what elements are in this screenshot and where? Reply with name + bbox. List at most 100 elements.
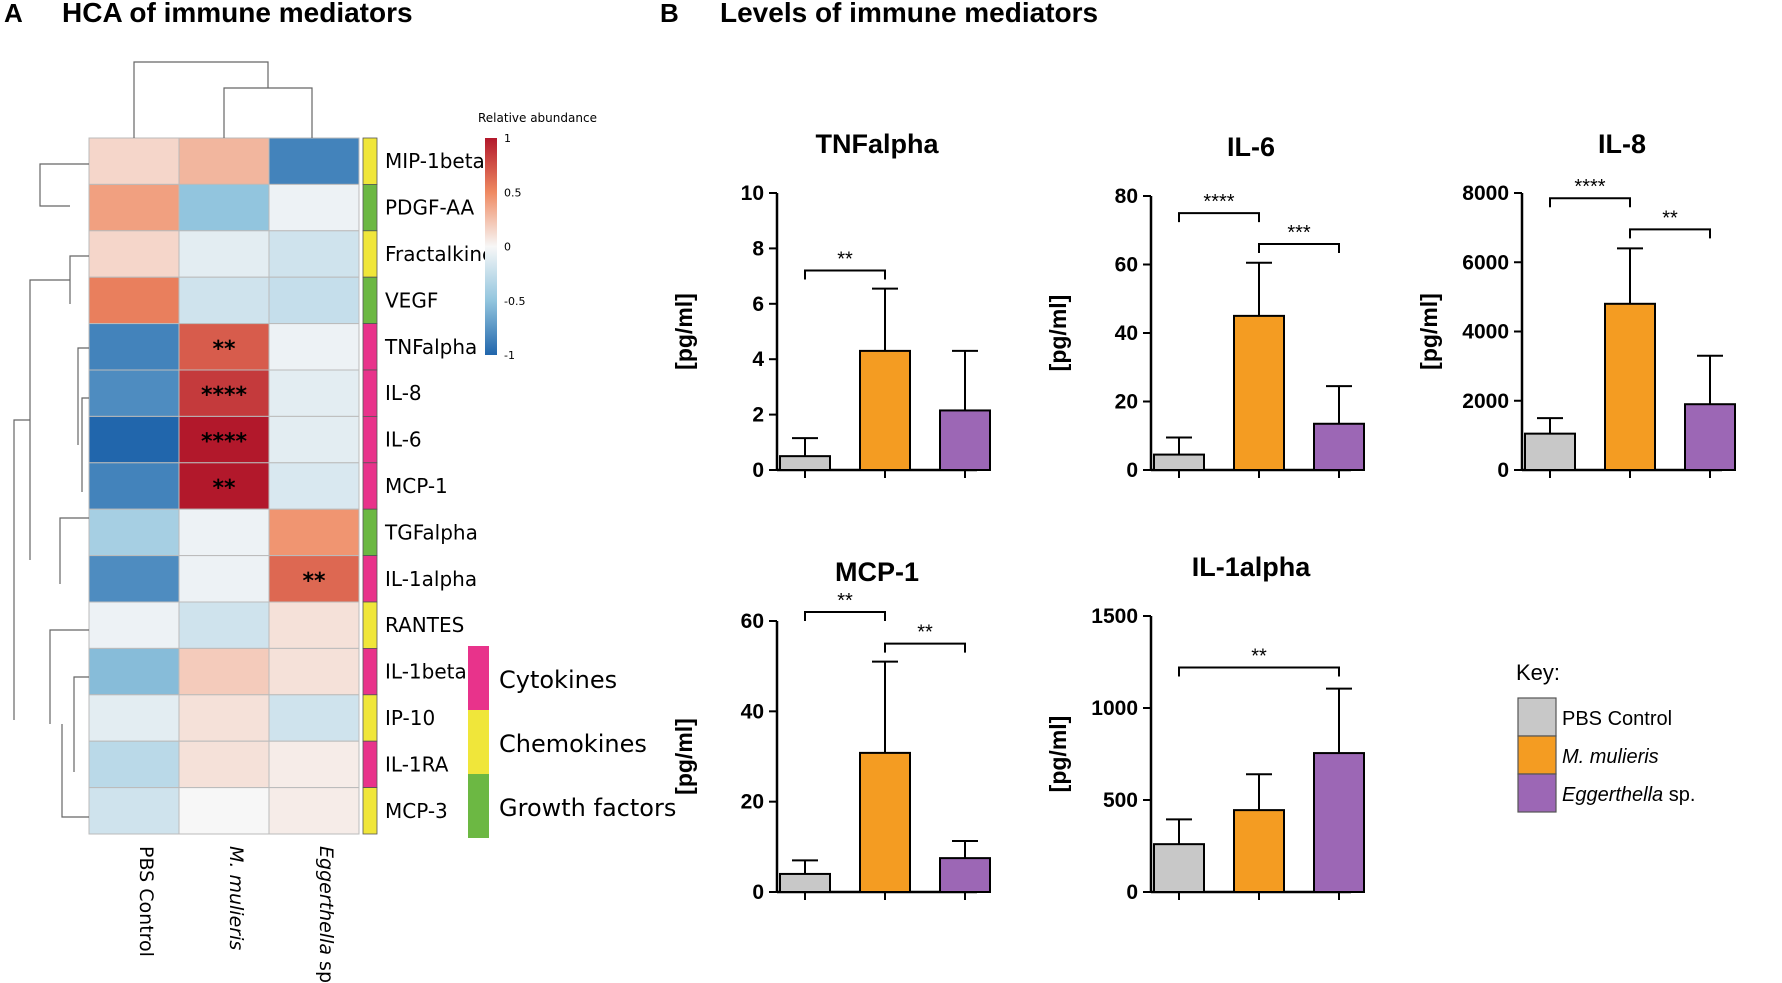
y-tick-label: 4: [752, 348, 764, 371]
heatmap-cell: [88, 369, 180, 417]
heatmap-cell: [178, 740, 270, 789]
heatmap-cell: [268, 183, 360, 232]
category-legend: Cytokines Chemokines Growth factors: [468, 646, 676, 838]
y-tick-label: 6: [752, 293, 764, 316]
y-tick-label: 10: [741, 182, 764, 205]
heatmap-cell: [268, 601, 360, 649]
y-tick-label: 0: [1126, 881, 1138, 904]
category-swatch: [468, 774, 489, 838]
panel-a-title: HCA of immune mediators: [62, 0, 413, 28]
bar-chart-title: IL-1alpha: [1192, 552, 1312, 582]
bar: [1153, 453, 1205, 471]
significance-bracket: [1629, 228, 1711, 239]
heatmap-cell: [268, 740, 360, 789]
bar: [939, 857, 991, 893]
significance-label: **: [1662, 207, 1678, 229]
significance-bracket: [804, 610, 886, 621]
heatmap-cell: [178, 230, 270, 278]
heatmap-cell: [88, 415, 180, 464]
bar-chart-title: TNFalpha: [815, 129, 939, 159]
heatmap-row-label: IL-6: [385, 428, 422, 452]
significance-label: **: [917, 622, 933, 644]
heatmap-cell: [88, 555, 180, 603]
significance-bracket: [1178, 666, 1340, 677]
heatmap-cell: [178, 694, 270, 742]
heatmap-cell: [88, 740, 180, 789]
row-category-strip: [362, 555, 378, 603]
heatmap-cell: [268, 137, 360, 185]
y-tick-label: 60: [741, 610, 764, 633]
significance-bracket: [884, 642, 966, 653]
bar-charts: TNFalpha [pg/ml] 0 2 4 6 8 10 ** IL-6 [pg/ml] 0 20 40…: [671, 129, 1736, 904]
y-tick-label: 500: [1103, 789, 1138, 812]
heatmap-cell: [178, 276, 270, 325]
key-swatch: [1517, 697, 1557, 737]
heatmap-cell: [178, 323, 270, 371]
heatmap-cell: [268, 415, 360, 464]
row-category-strip: [362, 740, 378, 789]
bar-chart-il-1alpha: IL-1alpha [pg/ml] 0 500 1000 1500 **: [1045, 552, 1365, 904]
bar: [779, 455, 831, 471]
colorbar: [485, 138, 497, 355]
heatmap-row-label: PDGF-AA: [385, 196, 474, 220]
heatmap-cell: [268, 276, 360, 325]
bar-chart-title: IL-8: [1598, 129, 1646, 159]
heatmap-cell: [268, 508, 360, 557]
heatmap-cell: [88, 276, 180, 325]
significance-bracket: [1258, 242, 1340, 253]
y-tick-label: 1000: [1091, 697, 1138, 720]
heatmap-column-label: Eggerthella sp.: [315, 846, 337, 983]
bar: [1684, 403, 1736, 471]
heatmap-row-label: IP-10: [385, 706, 435, 730]
bar: [1233, 314, 1285, 471]
y-tick-label: 8000: [1462, 182, 1509, 205]
y-axis-label: [pg/ml]: [671, 293, 697, 370]
heatmap-row-label: MCP-1: [385, 474, 448, 498]
bar: [1604, 302, 1656, 471]
row-category-strip: [362, 601, 378, 649]
category-label: Chemokines: [499, 730, 647, 758]
heatmap-cell: [88, 323, 180, 371]
bar: [939, 409, 991, 472]
heatmap-cell: [268, 694, 360, 742]
colorbar-tick-label: -0.5: [504, 295, 525, 308]
bar-chart-title: IL-6: [1227, 132, 1275, 162]
heatmap-significance: **: [302, 569, 326, 594]
row-category-strip: [362, 323, 378, 371]
row-category-strip: [362, 137, 378, 185]
heatmap-row-label: VEGF: [385, 288, 438, 312]
significance-label: **: [1251, 646, 1267, 668]
bar: [1524, 432, 1576, 471]
colorbar-tick-label: 0: [504, 241, 511, 254]
heatmap-cell: [178, 601, 270, 649]
bar: [779, 872, 831, 894]
significance-bracket: [804, 269, 886, 280]
colorbar-ticks: 1 0.5 0 -0.5 -1: [504, 132, 525, 362]
key-legend: Key: PBS Control M. mulieris Eggerthella s…: [1516, 660, 1695, 813]
y-axis-label: [pg/ml]: [671, 718, 697, 795]
heatmap-row-label: MCP-3: [385, 799, 448, 823]
heatmap-cell: [178, 787, 270, 835]
y-tick-label: 20: [741, 791, 764, 814]
heatmap-cell: [178, 647, 270, 696]
y-tick-label: 0: [1126, 459, 1138, 482]
y-tick-label: 1500: [1091, 605, 1138, 628]
category-label: Growth factors: [499, 794, 676, 822]
heatmap-cell: [178, 183, 270, 232]
row-category-strip: [362, 183, 378, 232]
bar: [859, 349, 911, 472]
bar-chart-tnfalpha: TNFalpha [pg/ml] 0 2 4 6 8 10 **: [671, 129, 991, 482]
y-tick-label: 0: [752, 459, 764, 482]
key-title: Key:: [1516, 660, 1560, 685]
y-axis-label: [pg/ml]: [1045, 295, 1071, 372]
key-label: M. mulieris: [1562, 746, 1659, 768]
heatmap-cell: [268, 787, 360, 835]
significance-label: **: [837, 249, 853, 271]
heatmap-cell: [268, 230, 360, 278]
heatmap-significance: ****: [201, 430, 248, 455]
y-tick-label: 6000: [1462, 251, 1509, 274]
heatmap-cell: [88, 462, 180, 510]
heatmap-cell: [88, 137, 180, 185]
heatmap: MIP-1beta PDGF-AA Fractalkine VEGF ** TNFalph…: [88, 137, 494, 983]
